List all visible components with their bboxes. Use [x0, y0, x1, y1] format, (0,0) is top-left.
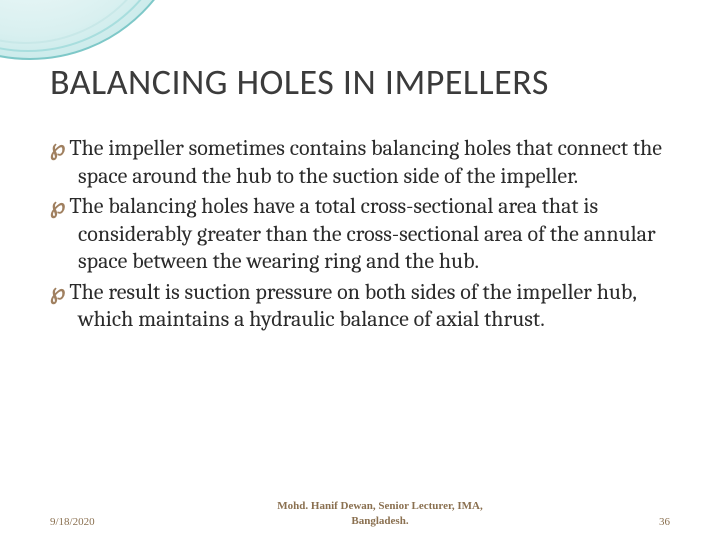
- slide-container: BALANCING HOLES IN IMPELLERS ℘The impell…: [0, 0, 720, 540]
- slide-body: ℘The impeller sometimes contains balanci…: [50, 134, 670, 510]
- footer-date: 9/18/2020: [50, 516, 130, 528]
- bullet-item: ℘The result is suction pressure on both …: [50, 278, 670, 334]
- bullet-icon: ℘: [50, 279, 65, 304]
- bullet-text: The result is suction pressure on both s…: [69, 279, 636, 333]
- bullet-icon: ℘: [50, 135, 65, 160]
- footer-author-line2: Bangladesh.: [351, 515, 408, 527]
- bullet-item: ℘The balancing holes have a total cross-…: [50, 192, 670, 276]
- bullet-text: The balancing holes have a total cross-s…: [69, 193, 655, 274]
- footer-page-number: 36: [630, 516, 670, 528]
- footer-author: Mohd. Hanif Dewan, Senior Lecturer, IMA,…: [130, 499, 630, 528]
- bullet-icon: ℘: [50, 193, 65, 218]
- slide-title: BALANCING HOLES IN IMPELLERS: [50, 60, 670, 104]
- bullet-text: The impeller sometimes contains balancin…: [69, 135, 662, 189]
- slide-footer: 9/18/2020 Mohd. Hanif Dewan, Senior Lect…: [0, 499, 720, 528]
- footer-author-line1: Mohd. Hanif Dewan, Senior Lecturer, IMA,: [277, 500, 482, 512]
- bullet-item: ℘The impeller sometimes contains balanci…: [50, 134, 670, 190]
